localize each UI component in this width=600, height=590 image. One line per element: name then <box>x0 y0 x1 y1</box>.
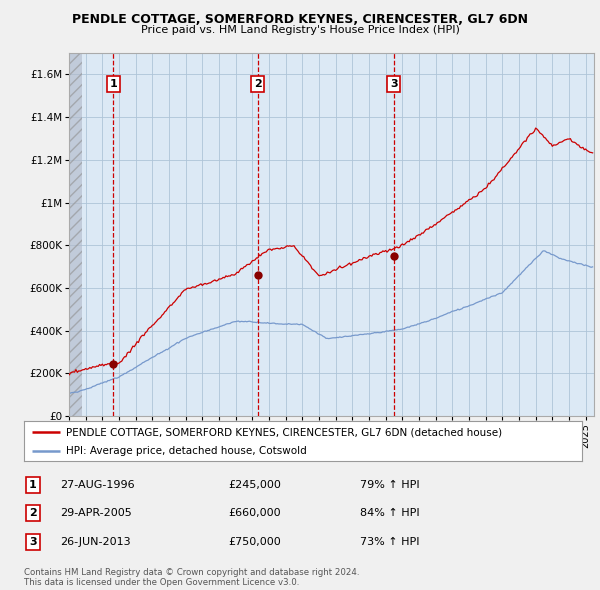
Text: 3: 3 <box>29 537 37 546</box>
Text: 1: 1 <box>109 79 117 89</box>
Text: PENDLE COTTAGE, SOMERFORD KEYNES, CIRENCESTER, GL7 6DN: PENDLE COTTAGE, SOMERFORD KEYNES, CIRENC… <box>72 13 528 26</box>
Text: 84% ↑ HPI: 84% ↑ HPI <box>360 509 419 518</box>
Text: 26-JUN-2013: 26-JUN-2013 <box>60 537 131 546</box>
Text: £245,000: £245,000 <box>228 480 281 490</box>
Text: 73% ↑ HPI: 73% ↑ HPI <box>360 537 419 546</box>
Text: 3: 3 <box>390 79 397 89</box>
Text: PENDLE COTTAGE, SOMERFORD KEYNES, CIRENCESTER, GL7 6DN (detached house): PENDLE COTTAGE, SOMERFORD KEYNES, CIRENC… <box>66 428 502 438</box>
Text: £660,000: £660,000 <box>228 509 281 518</box>
Bar <box>69 53 82 416</box>
Text: £750,000: £750,000 <box>228 537 281 546</box>
Text: Price paid vs. HM Land Registry's House Price Index (HPI): Price paid vs. HM Land Registry's House … <box>140 25 460 35</box>
Text: 2: 2 <box>29 509 37 518</box>
Text: 29-APR-2005: 29-APR-2005 <box>60 509 132 518</box>
Text: HPI: Average price, detached house, Cotswold: HPI: Average price, detached house, Cots… <box>66 447 307 456</box>
Text: Contains HM Land Registry data © Crown copyright and database right 2024.
This d: Contains HM Land Registry data © Crown c… <box>24 568 359 587</box>
Text: 2: 2 <box>254 79 262 89</box>
Text: 1: 1 <box>29 480 37 490</box>
Text: 79% ↑ HPI: 79% ↑ HPI <box>360 480 419 490</box>
Text: 27-AUG-1996: 27-AUG-1996 <box>60 480 134 490</box>
